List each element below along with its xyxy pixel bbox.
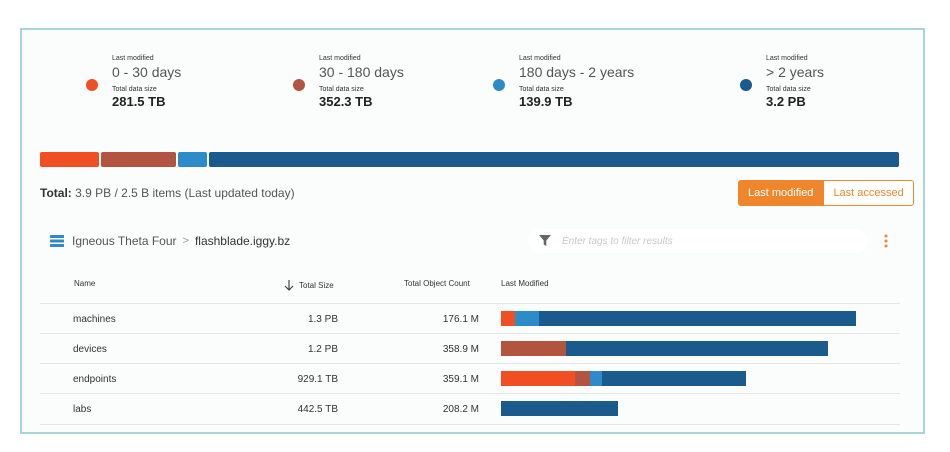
row-total-size: 929.1 TB <box>297 374 338 385</box>
legend-size-label: Total data size <box>519 86 564 93</box>
column-header-name[interactable]: Name <box>74 279 96 288</box>
row-object-count: 176.1 M <box>442 314 479 325</box>
time-dimension-toggle: Last modified Last accessed <box>738 180 914 206</box>
filter-icon <box>539 235 551 246</box>
breadcrumb: Igneous Theta Four > flashblade.iggy.bz <box>50 234 290 248</box>
tag-filter <box>528 229 868 253</box>
table-row[interactable]: labs 442.5 TB 208.2 M <box>40 393 900 425</box>
row-last-modified-bar[interactable] <box>501 401 618 416</box>
legend-total-size: 139.9 TB <box>519 94 573 109</box>
row-name[interactable]: endpoints <box>73 374 117 385</box>
row-bar-segment-c0_30 <box>501 371 575 386</box>
row-bar-segment-c180_2y <box>589 371 602 386</box>
legend-item: Last modified > 2 years Total data size 3.2… <box>740 55 824 109</box>
column-header-object-count[interactable]: Total Object Count <box>404 279 470 288</box>
total-text: 3.9 PB / 2.5 B items (Last updated today… <box>75 186 295 200</box>
row-bar-segment-c30_180 <box>501 341 566 356</box>
legend-range: 30 - 180 days <box>319 64 404 80</box>
legend-range: 0 - 30 days <box>112 64 182 80</box>
legend-item: Last modified 30 - 180 days Total data siz… <box>293 55 404 109</box>
legend-total-size: 352.3 TB <box>319 94 373 109</box>
row-total-size: 1.3 PB <box>307 314 338 325</box>
overall-bar-segment-c30_180[interactable] <box>101 152 176 167</box>
legend-total-size: 281.5 TB <box>112 94 166 109</box>
row-total-size: 1.2 PB <box>307 344 338 355</box>
legend-modified-label: Last modified <box>766 55 808 62</box>
row-name[interactable]: devices <box>73 344 107 355</box>
column-header-total-size-label: Total Size <box>299 280 334 290</box>
legend-size-label: Total data size <box>766 86 811 93</box>
legend-size-label: Total data size <box>319 86 364 93</box>
last-modified-toggle[interactable]: Last modified <box>738 180 824 206</box>
column-header-total-size[interactable]: Total Size <box>284 279 334 291</box>
breadcrumb-chevron-icon: > <box>182 235 189 247</box>
row-bar-segment-c0_30 <box>501 311 515 326</box>
legend-color-dot <box>493 79 505 91</box>
row-last-modified-bar[interactable] <box>501 371 746 386</box>
row-last-modified-bar[interactable] <box>501 311 856 326</box>
row-last-modified-bar[interactable] <box>501 341 828 356</box>
breadcrumb-parent[interactable]: Igneous Theta Four <box>72 234 177 248</box>
legend-item: Last modified 180 days - 2 years Total dat… <box>493 55 635 109</box>
legend-modified-label: Last modified <box>112 55 154 62</box>
legend-range: > 2 years <box>766 64 824 80</box>
total-label: Total: <box>40 186 72 200</box>
row-bar-segment-c2y <box>539 311 856 326</box>
table-row[interactable]: devices 1.2 PB 358.9 M <box>40 333 900 364</box>
legend-total-size: 3.2 PB <box>766 94 806 109</box>
overall-bar-segment-c0_30[interactable] <box>40 152 99 167</box>
last-accessed-toggle[interactable]: Last accessed <box>823 180 914 206</box>
overall-bar-segment-c180_2y[interactable] <box>178 152 207 167</box>
table-row[interactable]: endpoints 929.1 TB 359.1 M <box>40 363 900 394</box>
legend-item: Last modified 0 - 30 days Total data size 2… <box>86 55 182 109</box>
legend-modified-label: Last modified <box>319 55 361 62</box>
row-bar-segment-c180_2y <box>515 311 539 326</box>
tag-filter-input[interactable] <box>560 234 854 248</box>
row-total-size: 442.5 TB <box>297 404 338 415</box>
legend-color-dot <box>86 79 98 91</box>
column-header-last-modified[interactable]: Last Modified <box>501 279 549 288</box>
row-bar-segment-c2y <box>601 371 746 386</box>
more-options-icon[interactable] <box>882 233 890 249</box>
row-bar-segment-c2y <box>501 401 618 416</box>
legend-color-dot <box>740 79 752 91</box>
legend-size-label: Total data size <box>112 86 157 93</box>
legend-modified-label: Last modified <box>519 55 561 62</box>
row-object-count: 358.9 M <box>442 344 479 355</box>
legend-color-dot <box>293 79 305 91</box>
sort-descending-icon <box>284 280 294 291</box>
breadcrumb-current: flashblade.iggy.bz <box>194 234 291 248</box>
row-name[interactable]: machines <box>73 314 116 325</box>
row-object-count: 359.1 M <box>442 374 479 385</box>
row-bar-segment-c30_180 <box>574 371 590 386</box>
row-name[interactable]: labs <box>73 404 92 415</box>
row-object-count: 208.2 M <box>442 404 479 415</box>
total-summary: Total: 3.9 PB / 2.5 B items (Last update… <box>40 186 295 200</box>
overall-bar-segment-c2y[interactable] <box>209 152 899 167</box>
table-row[interactable]: machines 1.3 PB 176.1 M <box>40 303 900 334</box>
storage-list-icon <box>50 235 64 247</box>
row-bar-segment-c2y <box>566 341 828 356</box>
legend-range: 180 days - 2 years <box>519 64 635 80</box>
